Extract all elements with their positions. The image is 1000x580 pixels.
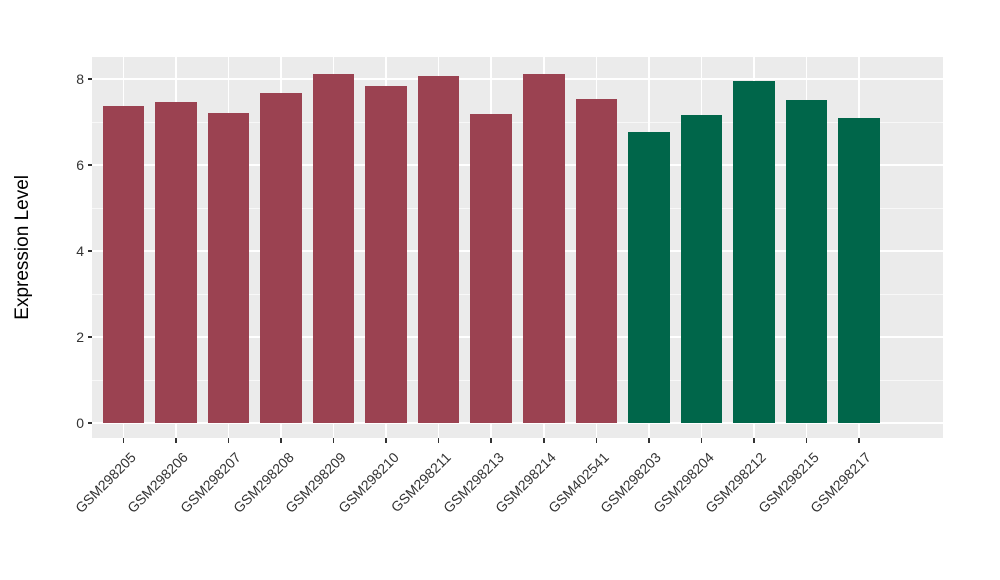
gridline-major-y4 [92, 250, 943, 252]
gridline-major-y8 [92, 78, 943, 80]
y-tick-label-2: 2 [76, 329, 84, 345]
bar-GSM298210 [365, 85, 407, 423]
y-tick-8 [87, 78, 92, 80]
plot-panel [92, 57, 943, 438]
gridline-major-y2 [92, 336, 943, 338]
x-tick-GSM298211 [437, 438, 440, 443]
x-tick-GSM298217 [858, 438, 860, 443]
x-tick-GSM298204 [700, 438, 703, 443]
bar-GSM298205 [102, 106, 145, 423]
x-tick-GSM298206 [175, 438, 177, 443]
x-tick-GSM298207 [227, 438, 230, 443]
x-tick-GSM298208 [280, 438, 282, 443]
y-tick-label-4: 4 [76, 243, 84, 259]
bar-GSM298207 [207, 113, 250, 423]
y-tick-label-8: 8 [76, 71, 84, 87]
x-tick-GSM298215 [805, 438, 808, 443]
x-tick-GSM298209 [332, 438, 335, 443]
y-tick-0 [87, 422, 92, 424]
bar-GSM298206 [155, 102, 197, 423]
bar-GSM298215 [785, 100, 828, 423]
gridline-major-y6 [92, 164, 943, 166]
x-tick-GSM298213 [490, 438, 492, 443]
y-axis-title: Expression Level [12, 175, 33, 320]
y-axis-title-container: Expression Level [12, 57, 34, 438]
x-tick-GSM298210 [385, 438, 387, 443]
y-tick-2 [87, 336, 92, 338]
bar-GSM402541 [575, 99, 618, 423]
bar-GSM298217 [838, 117, 880, 423]
x-tick-GSM298205 [122, 438, 125, 443]
bar-GSM298209 [312, 74, 355, 423]
y-tick-label-0: 0 [76, 415, 84, 431]
gridline-major-y0 [92, 422, 943, 424]
y-tick-4 [87, 250, 92, 252]
bar-GSM298213 [470, 114, 512, 423]
x-tick-GSM298203 [648, 438, 650, 443]
bar-GSM298208 [260, 93, 302, 423]
x-tick-GSM298214 [543, 438, 545, 443]
bar-GSM298212 [733, 81, 775, 423]
y-tick-label-6: 6 [76, 157, 84, 173]
bar-GSM298203 [628, 131, 670, 423]
bar-GSM298204 [680, 114, 723, 423]
x-tick-GSM298212 [753, 438, 755, 443]
bar-GSM298214 [523, 74, 565, 423]
gridline-minor-y1 [92, 379, 943, 381]
bar-GSM298211 [417, 75, 460, 423]
y-tick-6 [87, 164, 92, 166]
x-tick-GSM402541 [595, 438, 598, 443]
gridline-minor-y5 [92, 207, 943, 209]
gridline-minor-y3 [92, 293, 943, 295]
gridline-minor-y7 [92, 121, 943, 123]
